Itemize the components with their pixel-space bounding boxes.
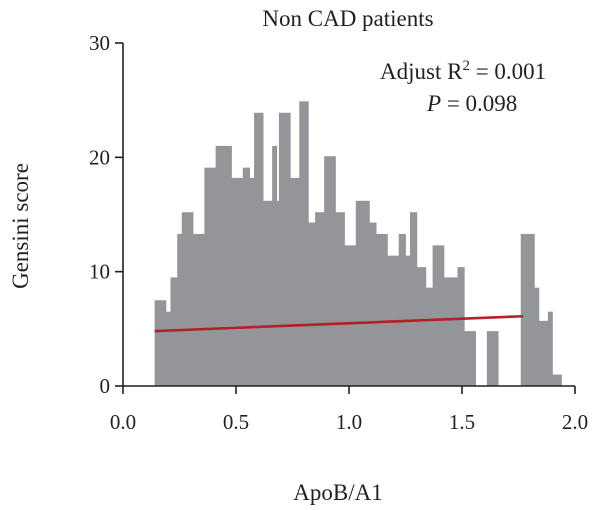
bar-39 <box>520 233 535 386</box>
chart-title: Non CAD patients <box>262 6 433 31</box>
bar-32 <box>432 245 445 386</box>
bar-12 <box>263 200 273 386</box>
bar-18 <box>308 222 316 386</box>
bar-21 <box>335 212 345 386</box>
axes: 0 10 20 30 0.0 0.5 1.0 1.5 2.0 <box>89 31 588 434</box>
bar-41 <box>538 320 549 386</box>
x-tick-label-1: 0.5 <box>223 410 249 434</box>
bar-17 <box>299 101 309 386</box>
y-axis-label: Gensini score <box>8 163 33 289</box>
annotation-r2-value: = 0.001 <box>470 59 546 84</box>
fit-line <box>154 314 524 333</box>
x-tick-label-2: 1.0 <box>336 410 362 434</box>
y-tick-label-1: 10 <box>89 260 110 284</box>
bar-15 <box>278 112 291 386</box>
annotation-p-var: P <box>426 91 441 116</box>
bar-25 <box>376 233 388 386</box>
x-ticks: 0.0 0.5 1.0 1.5 2.0 <box>110 386 588 434</box>
bar-22 <box>344 245 357 386</box>
x-tick-label-3: 1.5 <box>449 410 475 434</box>
bar-9 <box>242 167 250 386</box>
bar-33 <box>443 277 458 386</box>
bar-1 <box>165 311 171 386</box>
bar-34 <box>457 267 465 386</box>
y-tick-label-3: 30 <box>89 31 110 55</box>
bar-14 <box>276 200 280 386</box>
bar-35 <box>464 331 476 386</box>
bar-10 <box>249 177 255 386</box>
annotation-r2: Adjust R2 = 0.001 <box>380 58 546 84</box>
bar-43 <box>552 374 562 386</box>
bar-27 <box>398 233 406 386</box>
annotation-r2-sup: 2 <box>462 58 470 74</box>
x-tick-label-4: 2.0 <box>562 410 588 434</box>
x-tick-label-0: 0.0 <box>110 410 136 434</box>
bar-8 <box>231 177 244 386</box>
bar-3 <box>177 233 183 386</box>
bar-19 <box>315 212 325 386</box>
bar-40 <box>534 287 540 386</box>
bar-4 <box>181 212 194 386</box>
bar-2 <box>170 277 178 386</box>
y-tick-label-2: 20 <box>89 145 110 169</box>
bar-37 <box>486 331 499 386</box>
bar-13 <box>272 145 278 386</box>
plot-bars <box>154 101 562 386</box>
bar-31 <box>425 287 434 386</box>
bar-0 <box>154 300 167 386</box>
bar-24 <box>369 222 377 386</box>
y-ticks: 0 10 20 30 <box>89 31 123 398</box>
bar-23 <box>355 200 370 386</box>
annotation-p: P = 0.098 <box>426 91 517 116</box>
y-tick-label-0: 0 <box>100 374 111 398</box>
bar-11 <box>254 112 264 386</box>
bar-6 <box>204 167 217 386</box>
bar-20 <box>324 156 336 386</box>
bar-16 <box>290 177 300 386</box>
bar-30 <box>416 267 427 386</box>
annotation-p-value: = 0.098 <box>441 91 517 116</box>
x-axis-label: ApoB/A1 <box>293 480 382 505</box>
bar-7 <box>215 145 232 386</box>
bar-42 <box>547 311 553 386</box>
annotation-r2-prefix: Adjust R <box>380 59 463 84</box>
bar-5 <box>193 233 205 386</box>
bar-29 <box>410 212 418 386</box>
